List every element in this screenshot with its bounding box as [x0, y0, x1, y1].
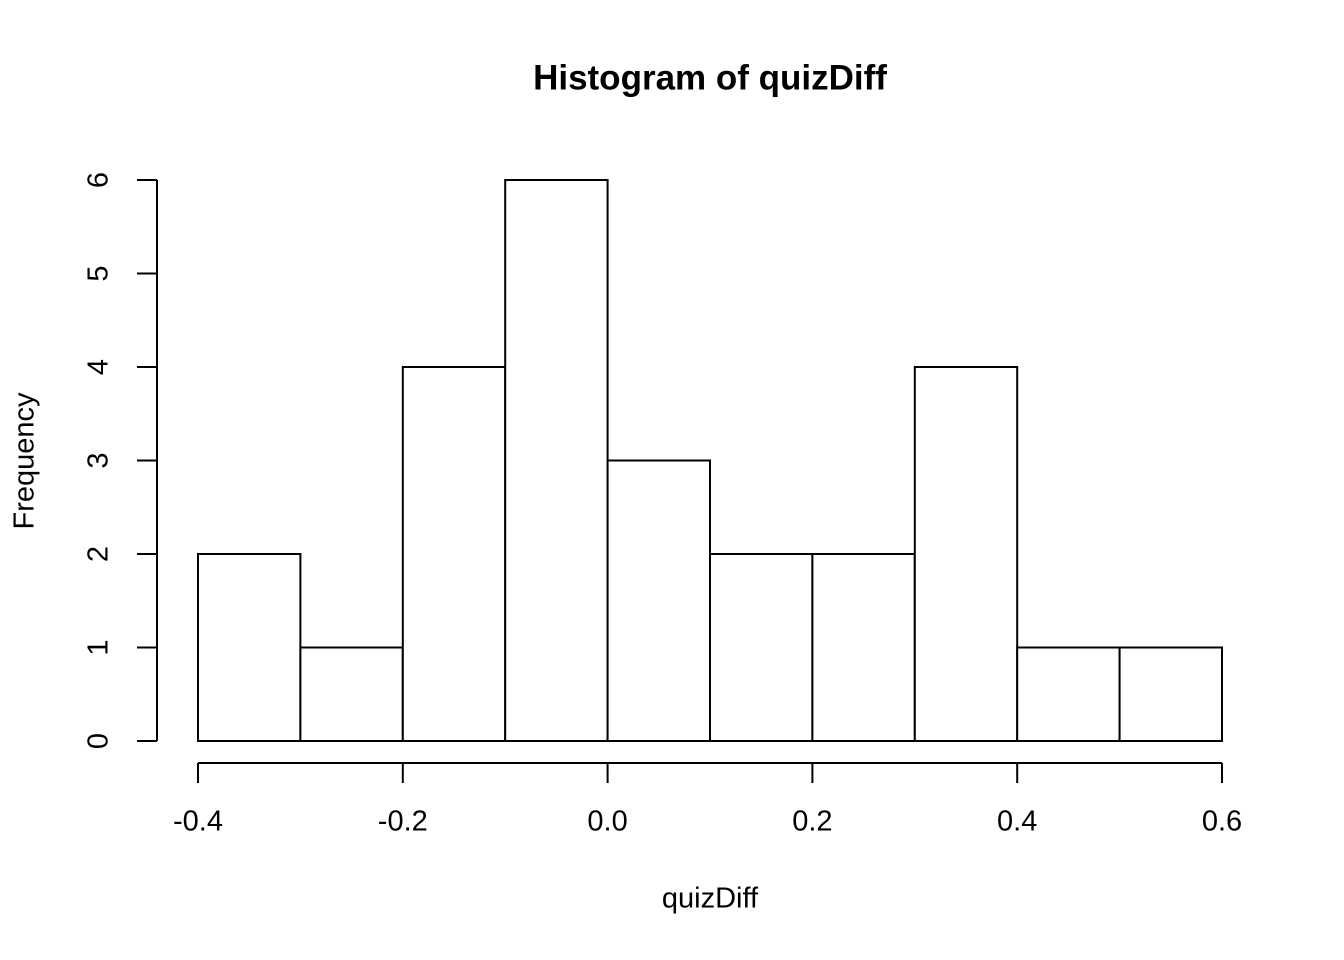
x-tick-label: -0.4 — [173, 806, 223, 838]
y-tick-label: 6 — [83, 172, 115, 188]
bar — [1118, 646, 1223, 742]
y-tick-label: 2 — [83, 546, 115, 562]
y-tick-label: 5 — [83, 265, 115, 281]
y-tick-label: 0 — [83, 733, 115, 749]
bar — [504, 179, 609, 742]
x-tick-label: 0.4 — [997, 806, 1037, 838]
x-axis-label: quizDiff — [662, 883, 759, 915]
bar — [1016, 646, 1121, 742]
y-tick-label: 4 — [83, 359, 115, 375]
x-tick-label: 0.0 — [587, 806, 627, 838]
bar — [197, 553, 302, 742]
bar — [709, 553, 814, 742]
bar — [401, 366, 507, 742]
bar — [811, 553, 916, 742]
chart-title: Histogram of quizDiff — [533, 58, 887, 97]
x-tick-label: 0.6 — [1202, 806, 1242, 838]
y-tick-label: 1 — [83, 639, 115, 655]
x-tick-label: 0.2 — [792, 806, 832, 838]
bar — [913, 366, 1019, 742]
y-tick-label: 3 — [83, 452, 115, 468]
x-tick-label: -0.2 — [378, 806, 428, 838]
bar — [606, 459, 711, 742]
y-axis-label: Frequency — [9, 392, 41, 530]
bar — [299, 646, 404, 742]
